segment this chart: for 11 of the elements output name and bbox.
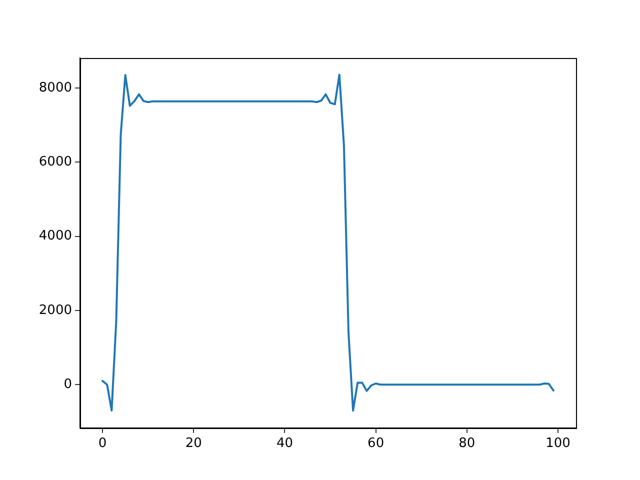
x-tick-label: 0 bbox=[98, 436, 107, 452]
y-tick-label: 8000 bbox=[38, 80, 72, 96]
x-tick-label: 40 bbox=[276, 436, 294, 452]
x-tick-label: 60 bbox=[368, 436, 384, 452]
x-tick-label: 100 bbox=[546, 436, 570, 452]
x-tick-label: 80 bbox=[458, 436, 476, 452]
y-tick-label: 4000 bbox=[38, 228, 72, 244]
y-tick-label: 0 bbox=[64, 377, 72, 392]
x-tick-label: 20 bbox=[185, 436, 202, 452]
y-tick-label: 6000 bbox=[38, 154, 72, 170]
y-tick-label: 2000 bbox=[38, 302, 72, 318]
